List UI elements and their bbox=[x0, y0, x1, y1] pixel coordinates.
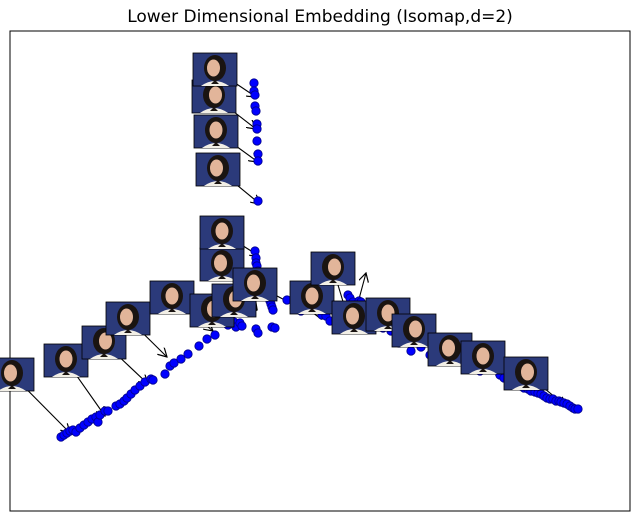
face-thumbnail bbox=[199, 215, 245, 250]
data-point bbox=[169, 358, 179, 368]
chart-title: Lower Dimensional Embedding (Isomap,d=2) bbox=[127, 7, 513, 27]
face-thumbnail bbox=[0, 357, 35, 392]
data-point bbox=[183, 349, 193, 359]
data-point bbox=[160, 369, 170, 379]
data-point bbox=[253, 156, 263, 166]
face-thumbnail bbox=[503, 356, 549, 391]
data-point bbox=[406, 346, 416, 356]
data-point bbox=[210, 330, 220, 340]
data-point bbox=[253, 196, 263, 206]
face-thumbnail bbox=[289, 280, 335, 315]
data-point bbox=[270, 323, 280, 333]
data-point bbox=[194, 341, 204, 351]
face-thumbnail bbox=[192, 52, 238, 87]
data-point bbox=[237, 321, 247, 331]
face-thumbnail bbox=[232, 267, 278, 302]
data-point bbox=[251, 106, 261, 116]
face-thumbnail bbox=[460, 340, 506, 375]
data-point bbox=[252, 124, 262, 134]
face-thumbnail bbox=[105, 301, 151, 336]
data-point bbox=[103, 406, 113, 416]
thumbnails-layer bbox=[0, 52, 549, 392]
data-point bbox=[253, 328, 263, 338]
face-thumbnail bbox=[149, 280, 195, 315]
data-point bbox=[202, 334, 212, 344]
face-thumbnail bbox=[43, 343, 89, 378]
data-point bbox=[250, 90, 260, 100]
face-thumbnail bbox=[310, 251, 356, 286]
face-thumbnail bbox=[195, 152, 241, 187]
data-point bbox=[148, 375, 158, 385]
face-thumbnail bbox=[193, 114, 239, 149]
data-point bbox=[252, 136, 262, 146]
data-point bbox=[176, 354, 186, 364]
data-point bbox=[268, 305, 278, 315]
data-point bbox=[249, 78, 259, 88]
data-point bbox=[573, 404, 583, 414]
face-thumbnail bbox=[199, 247, 245, 282]
